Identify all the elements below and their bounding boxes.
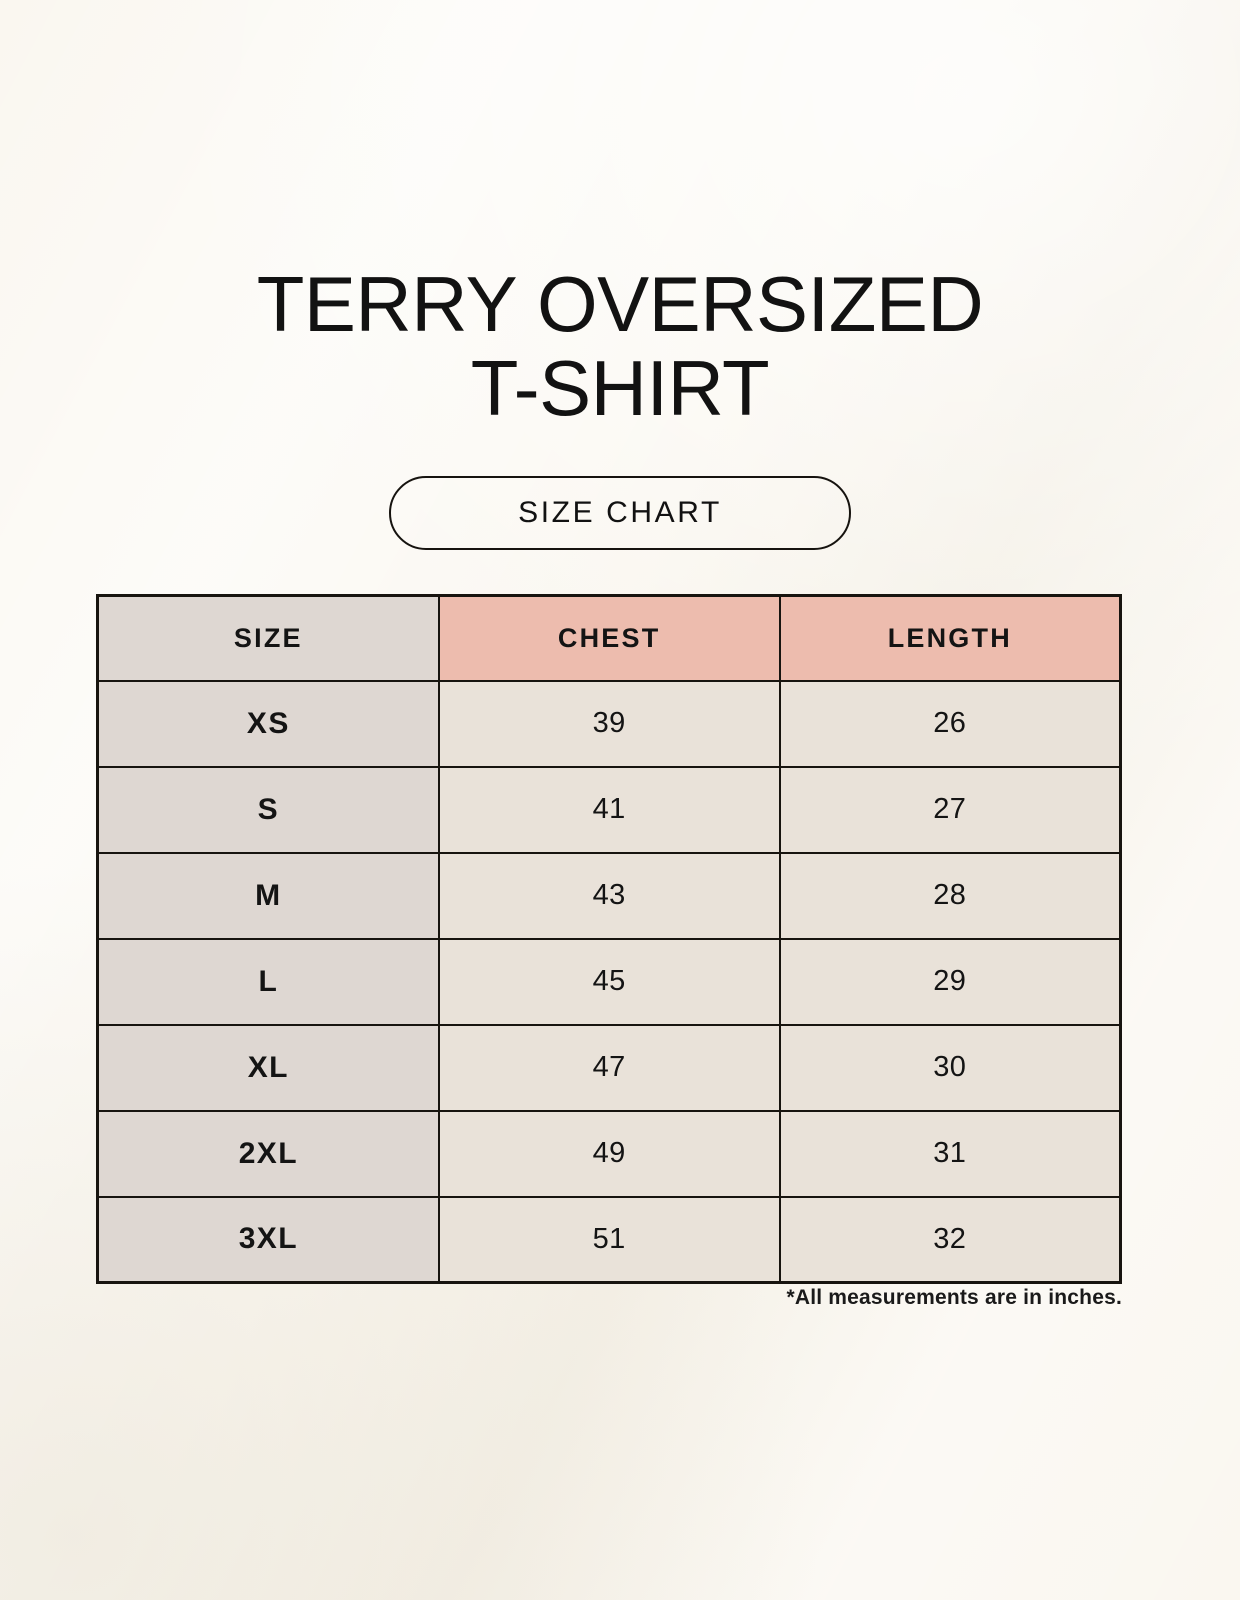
table-header: SIZE CHEST LENGTH [96,594,1122,682]
table-row: XS 39 26 [96,679,1122,768]
cell-length: 30 [778,1023,1122,1112]
size-chart-badge-wrap: SIZE CHART [0,476,1240,550]
cell-length: 32 [778,1195,1122,1284]
cell-length: 31 [778,1109,1122,1198]
cell-chest: 47 [437,1023,781,1112]
page-title: TERRY OVERSIZED T-SHIRT [256,260,984,432]
cell-size: 3XL [96,1195,440,1284]
cell-size: M [96,851,440,940]
column-header-chest: CHEST [437,594,781,682]
cell-length: 29 [778,937,1122,1026]
cell-size: 2XL [96,1109,440,1198]
table-header-row: SIZE CHEST LENGTH [96,594,1122,682]
cell-chest: 39 [437,679,781,768]
cell-size: S [96,765,440,854]
cell-chest: 49 [437,1109,781,1198]
title-block: TERRY OVERSIZED T-SHIRT [0,262,1240,430]
table-row: XL 47 30 [96,1023,1122,1112]
table-row: 3XL 51 32 [96,1195,1122,1284]
table-row: S 41 27 [96,765,1122,854]
cell-size: XL [96,1023,440,1112]
table-body: XS 39 26 S 41 27 M 43 28 L 45 29 [96,679,1122,1284]
cell-chest: 43 [437,851,781,940]
size-table-wrap: SIZE CHEST LENGTH XS 39 26 S 41 27 M [96,594,1122,1284]
cell-length: 28 [778,851,1122,940]
cell-length: 27 [778,765,1122,854]
cell-size: XS [96,679,440,768]
cell-chest: 41 [437,765,781,854]
size-chart-table: SIZE CHEST LENGTH XS 39 26 S 41 27 M [96,594,1122,1284]
cell-length: 26 [778,679,1122,768]
size-chart-badge[interactable]: SIZE CHART [389,476,851,550]
table-row: M 43 28 [96,851,1122,940]
table-row: 2XL 49 31 [96,1109,1122,1198]
measurements-footnote: *All measurements are in inches. [786,1286,1122,1309]
table-row: L 45 29 [96,937,1122,1026]
cell-chest: 45 [437,937,781,1026]
column-header-size: SIZE [96,594,440,682]
cell-chest: 51 [437,1195,781,1284]
column-header-length: LENGTH [778,594,1122,682]
cell-size: L [96,937,440,1026]
